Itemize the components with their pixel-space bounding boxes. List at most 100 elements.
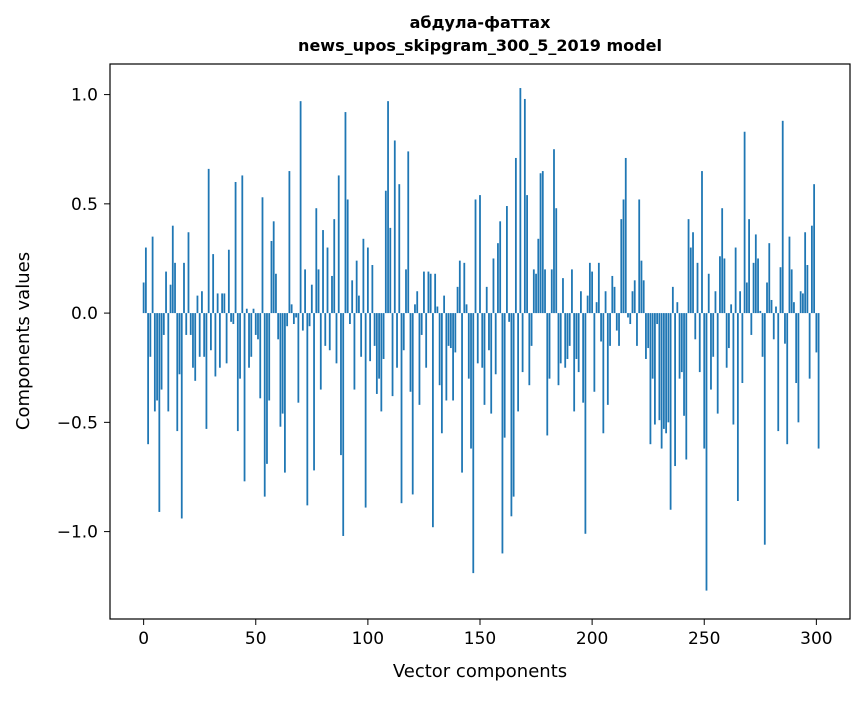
bar [149, 313, 152, 357]
bar [680, 313, 683, 373]
bar [344, 112, 347, 314]
bar [662, 313, 665, 429]
bar [721, 208, 724, 314]
bar [346, 199, 349, 314]
bar [236, 313, 239, 432]
y-axis: −1.0 −0.5 0.0 0.5 1.0 [57, 86, 110, 543]
bar [371, 265, 374, 314]
bar [656, 313, 659, 325]
bar [223, 293, 226, 314]
bar [793, 302, 795, 314]
bar [326, 247, 329, 314]
bar [443, 295, 446, 314]
bar [169, 284, 172, 314]
bar [519, 88, 522, 314]
bar [310, 284, 313, 314]
bar [770, 299, 773, 314]
bar [640, 260, 643, 314]
bar [629, 313, 632, 325]
bar [158, 313, 161, 512]
bar [797, 313, 800, 423]
y-axis-label: Components values [13, 252, 34, 430]
bar [768, 243, 771, 314]
bar [739, 291, 742, 314]
bar [573, 313, 576, 412]
bar [611, 275, 614, 314]
bar [676, 302, 679, 314]
bar [198, 313, 201, 357]
bar [503, 313, 506, 438]
bar [239, 313, 241, 379]
bar [387, 101, 389, 314]
bar [759, 310, 762, 314]
bar [622, 199, 625, 314]
bar [669, 313, 672, 510]
bar [571, 269, 573, 314]
bar [187, 232, 190, 314]
bar [423, 271, 425, 314]
bar [716, 313, 719, 414]
bar [297, 313, 300, 403]
bar [741, 313, 744, 384]
bar [602, 313, 605, 434]
bar [337, 175, 340, 314]
bar [734, 247, 737, 314]
bar [732, 313, 735, 425]
bar [532, 269, 535, 314]
bar [488, 313, 490, 351]
bar [593, 313, 596, 392]
bar [266, 313, 268, 464]
bar [275, 273, 277, 314]
bar [167, 313, 170, 412]
bar [449, 313, 452, 349]
bar [232, 313, 235, 325]
bar [147, 313, 150, 445]
bar [194, 313, 197, 381]
bar [555, 208, 558, 314]
bar [174, 262, 176, 314]
bar [234, 181, 237, 314]
bar [645, 313, 647, 359]
bar [817, 313, 820, 449]
bar [517, 313, 520, 412]
bar [349, 313, 351, 325]
chart-title: абдула-фаттах [410, 13, 551, 32]
bar [322, 230, 324, 314]
bar [178, 313, 181, 375]
x-tick-label: 300 [800, 629, 832, 649]
bar [440, 313, 443, 434]
bar [212, 254, 215, 314]
x-axis-label: Vector components [393, 661, 567, 682]
bar [470, 313, 472, 449]
bar [609, 313, 611, 346]
bar [786, 313, 789, 445]
bar [156, 313, 158, 401]
bar [414, 304, 416, 314]
bar [615, 313, 618, 331]
bar [808, 313, 811, 379]
bar [335, 313, 338, 364]
bar [171, 225, 174, 314]
bar [445, 313, 448, 401]
bar [378, 313, 380, 379]
bar [725, 313, 728, 368]
bar [671, 286, 674, 314]
bar [288, 171, 291, 314]
y-tick-label: 0.0 [71, 304, 98, 324]
bar [456, 286, 459, 314]
bar [523, 98, 526, 314]
bar [400, 313, 403, 504]
bar [328, 313, 331, 351]
bar [304, 269, 306, 314]
y-tick-label: 0.5 [71, 195, 98, 215]
bar [207, 168, 210, 314]
bar [353, 313, 356, 390]
bar [180, 313, 183, 519]
bar [254, 313, 257, 335]
bar [541, 171, 544, 314]
bar [757, 258, 759, 314]
bar [712, 313, 715, 357]
bar [369, 313, 372, 362]
bar [815, 313, 818, 353]
bar [252, 308, 255, 314]
